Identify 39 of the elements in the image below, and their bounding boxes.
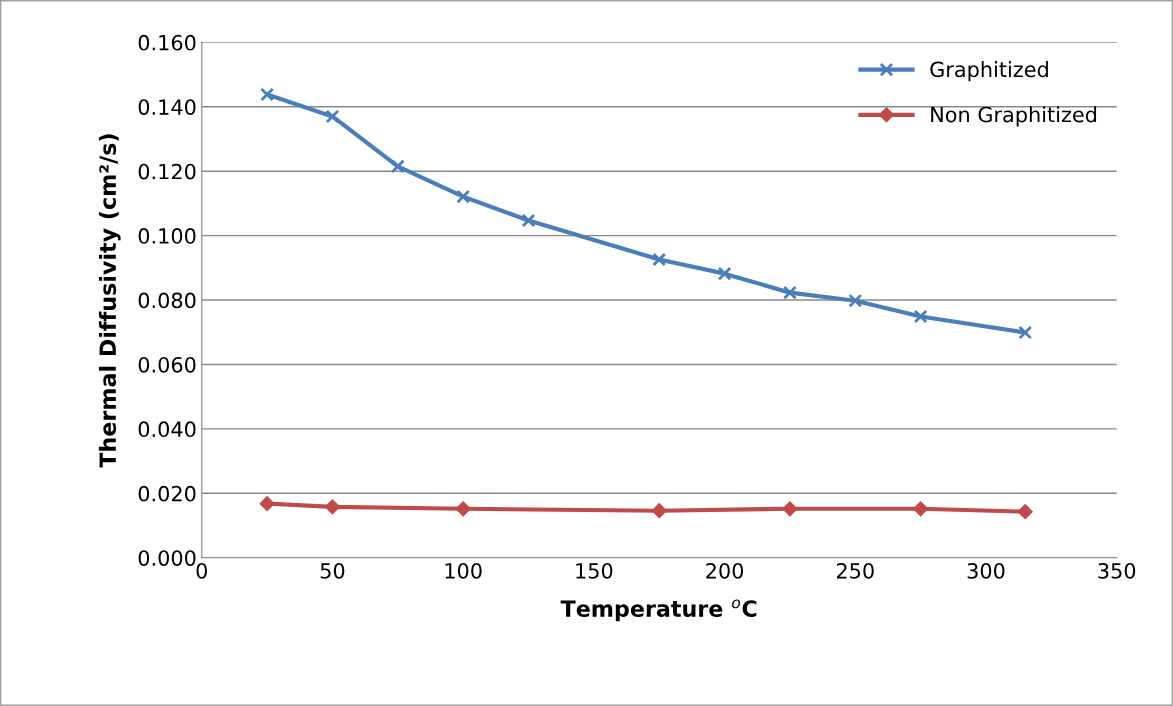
point xyxy=(1018,325,1033,340)
point xyxy=(1017,504,1033,520)
point xyxy=(651,503,667,519)
legend-label: Non Graphitized xyxy=(931,106,1097,127)
x-tick-label: 50 xyxy=(320,562,345,579)
point xyxy=(782,501,798,517)
point xyxy=(521,213,536,228)
x-tick-label: 0 xyxy=(196,562,207,579)
x-axis-title: Temperature $^{o}$C xyxy=(560,599,757,622)
y-tick-label: 0.100 xyxy=(138,228,196,244)
point xyxy=(717,266,732,281)
point xyxy=(455,501,471,517)
y-tick-label: 0.080 xyxy=(138,292,196,309)
point xyxy=(913,501,929,517)
point xyxy=(652,252,667,267)
y-tick-label: 0.040 xyxy=(138,421,196,438)
y-tick-label: 0.060 xyxy=(138,356,196,373)
y-tick-label: 0.020 xyxy=(138,485,196,502)
x-tick-label: 300 xyxy=(967,562,1005,579)
point xyxy=(913,309,928,324)
x-tick-label: 350 xyxy=(1098,562,1136,579)
point xyxy=(782,285,797,300)
point xyxy=(324,499,341,515)
point xyxy=(325,109,340,124)
point xyxy=(259,496,275,512)
y-tick-label: 0.140 xyxy=(138,99,196,115)
y-tick-label: 0.160 xyxy=(138,34,196,51)
legend-label: Graphitized xyxy=(930,61,1048,82)
x-tick-label: 250 xyxy=(836,562,874,579)
y-tick-label: 0.000 xyxy=(138,550,196,566)
x-tick-label: 200 xyxy=(706,562,744,579)
point xyxy=(260,87,275,102)
point xyxy=(390,159,405,174)
point xyxy=(848,293,863,308)
x-tick-label: 150 xyxy=(576,562,613,579)
y-tick-label: 0.120 xyxy=(138,163,196,180)
y-axis-title: Thermal Diffusivity (cm²/s) xyxy=(98,134,121,468)
x-tick-label: 100 xyxy=(445,562,482,579)
point xyxy=(456,189,471,204)
